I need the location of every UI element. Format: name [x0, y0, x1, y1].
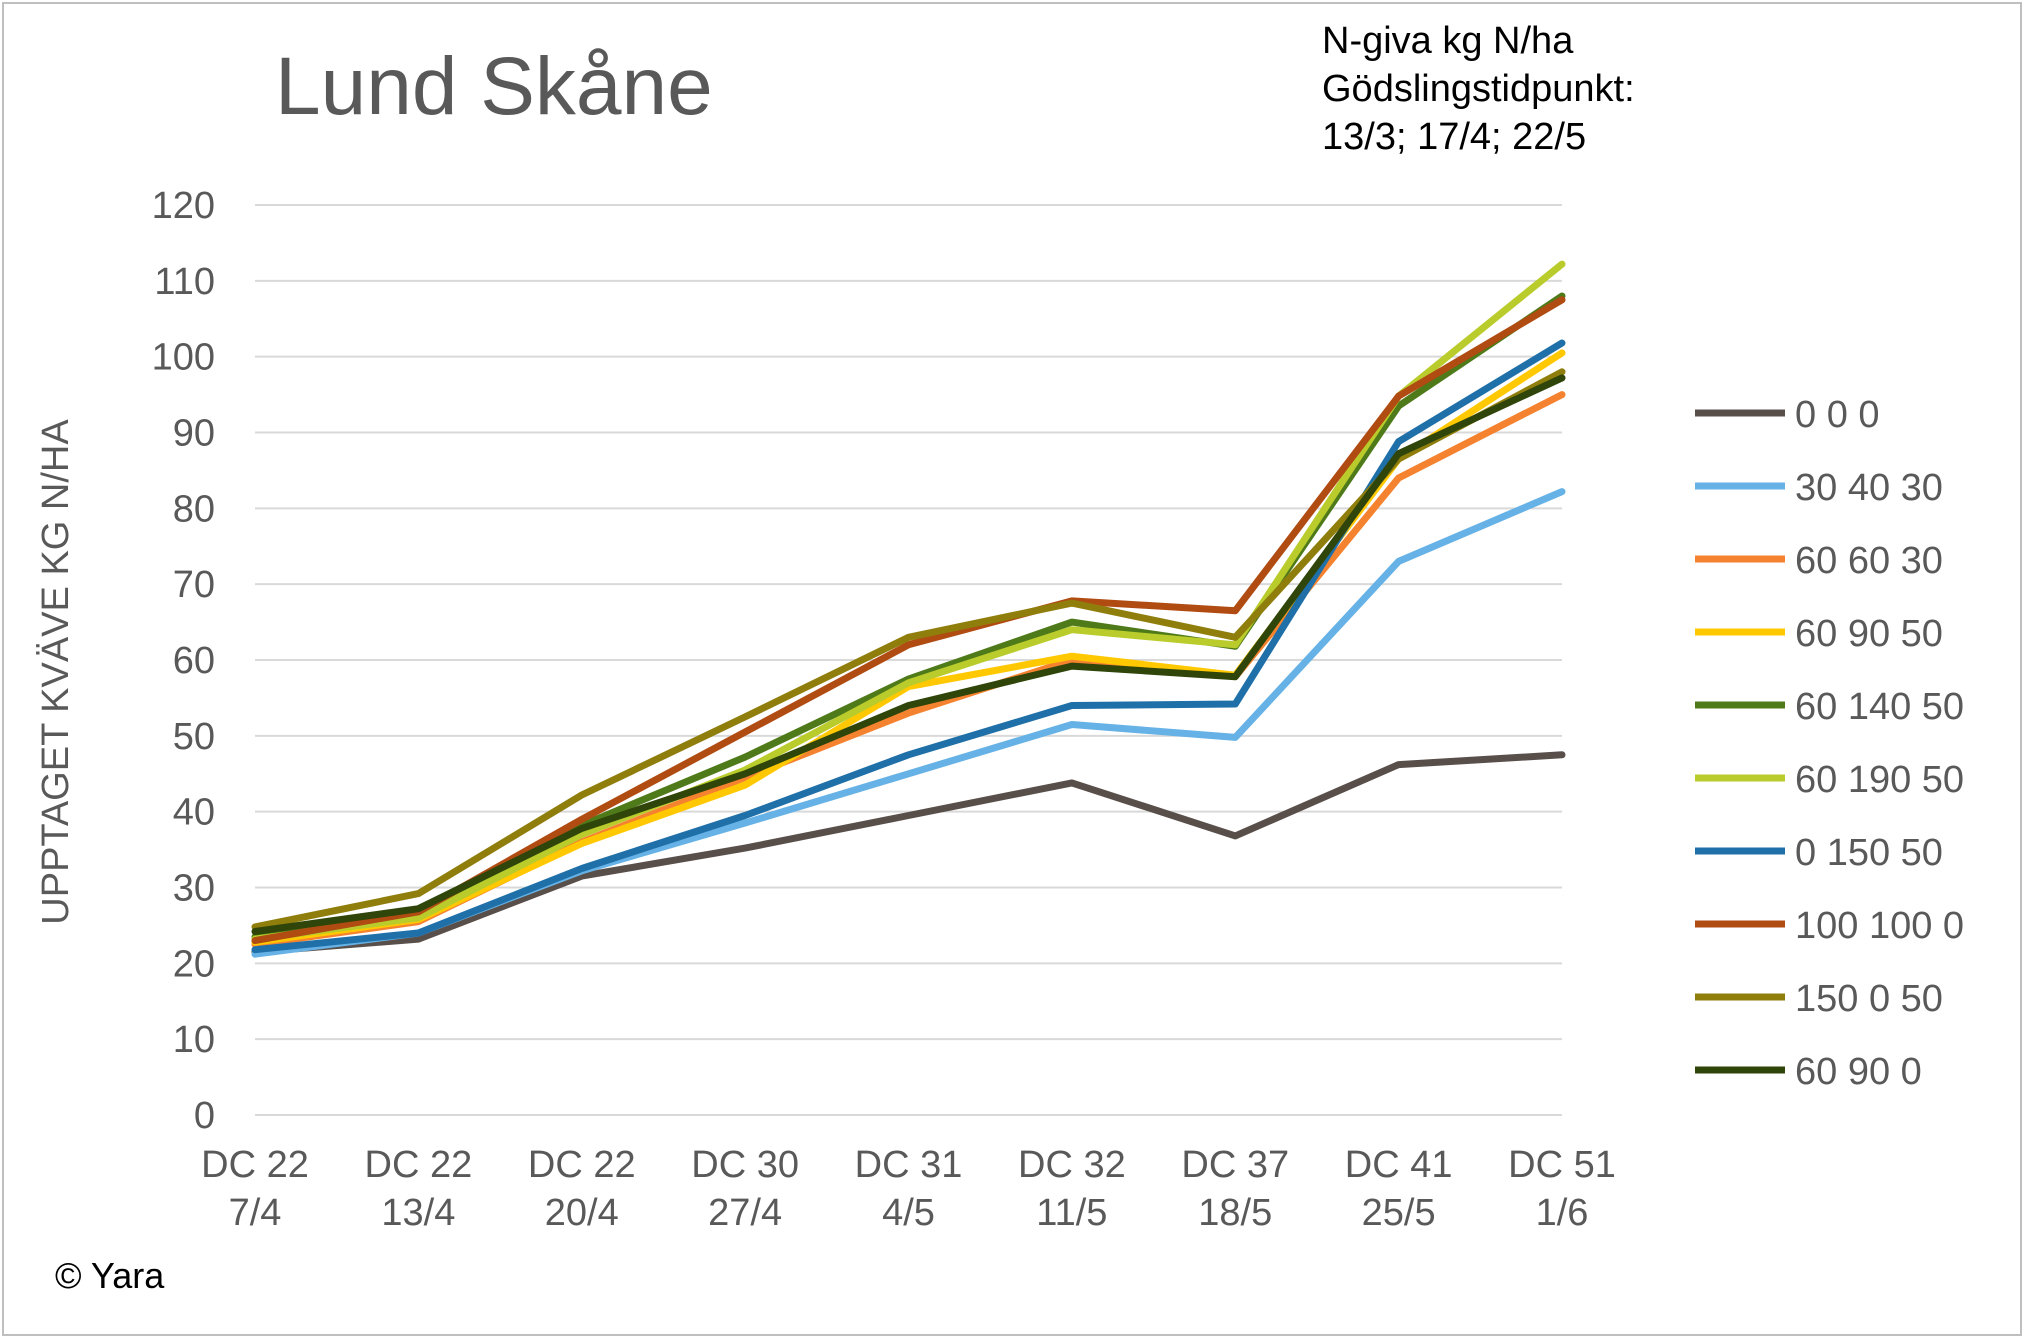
- y-tick-label-50: 50: [173, 716, 215, 758]
- annotation-line-1: N-giva kg N/ha: [1322, 20, 1574, 62]
- x-tick-label-6-1: 18/5: [1198, 1192, 1272, 1234]
- y-tick-label-110: 110: [154, 261, 215, 303]
- x-tick-label-8-1: 1/6: [1536, 1192, 1589, 1234]
- x-tick-label-4-1: 4/5: [882, 1192, 935, 1234]
- legend-label-4: 60 140 50: [1795, 686, 1964, 728]
- series-line-1: [251, 488, 1566, 958]
- x-tick-label-5-1: 11/5: [1036, 1192, 1107, 1234]
- y-tick-label-30: 30: [173, 868, 215, 910]
- legend-label-0: 0 0 0: [1795, 394, 1880, 436]
- x-tick-label-0-1: 7/4: [229, 1192, 282, 1234]
- x-tick-label-7-0: DC 41: [1345, 1144, 1453, 1186]
- y-tick-label-70: 70: [173, 564, 215, 606]
- chart-title: Lund Skåne: [275, 41, 713, 132]
- x-tick-label-1-0: DC 22: [365, 1144, 473, 1186]
- x-tick-label-7-1: 25/5: [1362, 1192, 1436, 1234]
- series-line-0: [251, 751, 1566, 956]
- annotation-line-2: Gödslingstidpunkt:: [1322, 68, 1635, 110]
- x-tick-label-2-0: DC 22: [528, 1144, 636, 1186]
- legend-label-1: 30 40 30: [1795, 467, 1943, 509]
- legend-label-3: 60 90 50: [1795, 613, 1943, 655]
- annotation-line-3: 13/3; 17/4; 22/5: [1322, 116, 1587, 158]
- y-tick-label-120: 120: [152, 185, 215, 227]
- legend-label-7: 100 100 0: [1795, 905, 1964, 947]
- y-tick-label-40: 40: [173, 792, 215, 834]
- y-tick-label-80: 80: [173, 488, 215, 530]
- y-tick-label-60: 60: [173, 640, 215, 682]
- series-line-7: [251, 296, 1566, 945]
- x-tick-label-1-1: 13/4: [381, 1192, 455, 1234]
- y-tick-label-90: 90: [173, 413, 215, 455]
- y-tick-label-10: 10: [173, 1019, 215, 1061]
- x-tick-label-3-0: DC 30: [691, 1144, 799, 1186]
- y-axis-label: UPPTAGET KVÄVE KG N/HA: [35, 419, 77, 925]
- series-line-4: [251, 292, 1566, 941]
- series-line-5: [251, 260, 1566, 943]
- copyright-text: © Yara: [55, 1255, 165, 1296]
- x-tick-label-5-0: DC 32: [1018, 1144, 1126, 1186]
- y-tick-label-20: 20: [173, 943, 215, 985]
- x-tick-label-0-0: DC 22: [201, 1144, 309, 1186]
- series-line-2: [251, 391, 1566, 948]
- legend-label-5: 60 190 50: [1795, 759, 1964, 801]
- legend-label-2: 60 60 30: [1795, 540, 1943, 582]
- legend-label-8: 150 0 50: [1795, 978, 1943, 1020]
- series-line-9: [251, 374, 1566, 935]
- legend-label-9: 60 90 0: [1795, 1051, 1922, 1093]
- y-tick-label-100: 100: [152, 337, 215, 379]
- series-line-8: [251, 368, 1566, 931]
- legend-label-6: 0 150 50: [1795, 832, 1943, 874]
- x-tick-label-8-0: DC 51: [1508, 1144, 1616, 1186]
- x-tick-label-4-0: DC 31: [855, 1144, 963, 1186]
- x-tick-label-6-0: DC 37: [1181, 1144, 1289, 1186]
- x-tick-label-3-1: 27/4: [708, 1192, 782, 1234]
- x-tick-label-2-1: 20/4: [545, 1192, 619, 1234]
- y-tick-label-0: 0: [194, 1095, 215, 1137]
